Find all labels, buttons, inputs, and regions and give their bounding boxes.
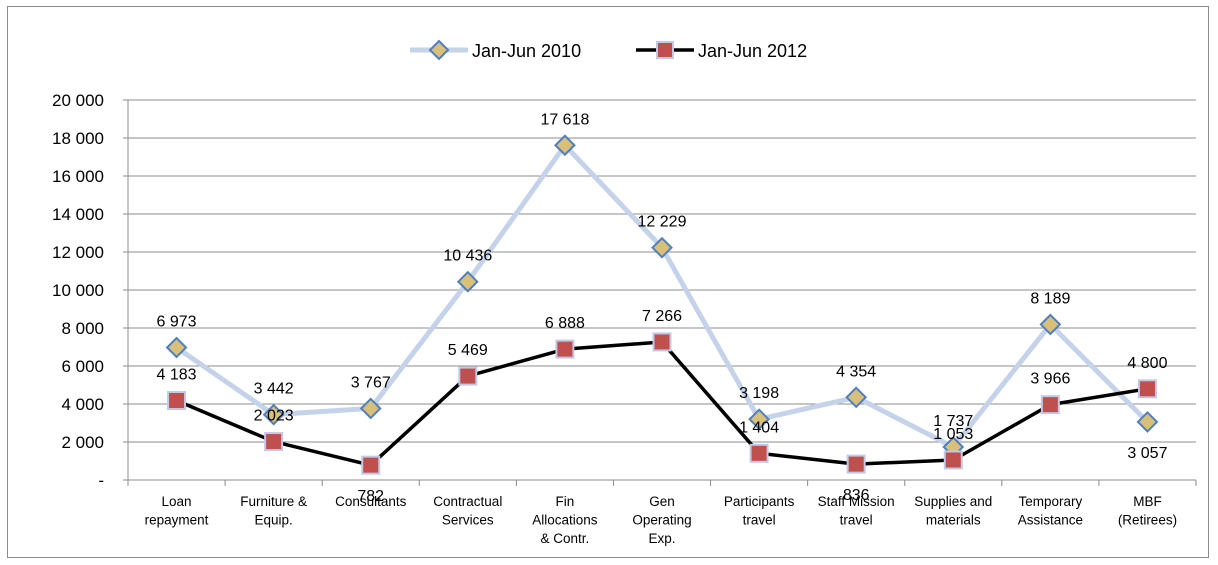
data-label: 6 888 [545, 315, 585, 332]
x-category-label: travel [840, 513, 873, 528]
data-label: 4 354 [836, 363, 876, 380]
data-point-series-2 [652, 332, 672, 352]
x-category-label: Participants [724, 494, 795, 509]
x-category-label: Allocations [532, 513, 598, 528]
data-label: 1 404 [739, 419, 779, 436]
data-point-series-2 [1137, 379, 1157, 399]
x-category-label: Consultants [335, 494, 407, 509]
y-tick-label: 20 000 [52, 91, 104, 110]
data-label: 3 966 [1030, 371, 1070, 388]
data-label: 10 436 [443, 248, 492, 265]
x-category-label: & Contr. [541, 531, 590, 546]
data-label: 4 183 [157, 367, 197, 384]
legend-label: Jan-Jun 2012 [698, 41, 807, 61]
data-label: 7 266 [642, 308, 682, 325]
data-label: 6 973 [157, 314, 197, 331]
y-tick-label: 8 000 [61, 319, 104, 338]
data-label: 4 800 [1127, 355, 1167, 372]
data-point-series-2 [458, 366, 478, 386]
data-point-series-1 [165, 336, 188, 359]
y-tick-label: 10 000 [52, 281, 104, 300]
data-label: 12 229 [638, 214, 687, 231]
data-point-series-1 [651, 236, 673, 259]
data-point-series-2 [264, 432, 284, 452]
data-label: 2 023 [254, 408, 294, 425]
data-point-series-2 [361, 455, 381, 475]
x-category-label: Assistance [1018, 513, 1083, 528]
x-category-label: MBF [1133, 494, 1162, 509]
x-category-label: Temporary [1018, 494, 1082, 509]
data-label: 1 737 [933, 413, 973, 430]
x-category-label: (Retirees) [1118, 513, 1177, 528]
legend-marker [656, 41, 674, 59]
data-point-series-1 [456, 270, 479, 293]
x-category-label: Equip. [254, 513, 292, 528]
data-label: 836 [843, 487, 870, 504]
data-point-series-1 [262, 403, 285, 426]
data-point-series-2 [943, 450, 963, 470]
x-category-label: Supplies and [914, 494, 992, 509]
data-label: 8 189 [1030, 290, 1070, 307]
y-tick-label: 4 000 [61, 395, 104, 414]
x-category-label: Services [442, 513, 494, 528]
x-category-label: materials [926, 513, 981, 528]
x-category-label: Staff Mission [818, 494, 895, 509]
legend-label: Jan-Jun 2010 [472, 41, 581, 61]
y-tick-label: 18 000 [52, 129, 104, 148]
legend-marker [428, 39, 450, 61]
chart-frame [7, 6, 1209, 558]
x-category-label: Loan [162, 494, 192, 509]
data-point-series-1 [359, 397, 382, 420]
y-tick-label: - [98, 471, 104, 490]
series-line-1 [175, 142, 1150, 450]
y-tick-label: 16 000 [52, 167, 104, 186]
x-category-label: Furniture & [240, 494, 307, 509]
data-point-series-1 [748, 408, 771, 431]
data-point-series-1 [1039, 313, 1062, 336]
x-category-label: Contractual [433, 494, 502, 509]
x-category-label: Gen [649, 494, 675, 509]
data-label: 782 [357, 488, 384, 505]
x-category-label: Fin [556, 494, 575, 509]
x-category-label: Operating [632, 513, 691, 528]
data-point-series-2 [555, 339, 575, 359]
data-label: 3 198 [739, 385, 779, 402]
data-label: 5 469 [448, 342, 488, 359]
data-point-series-1 [845, 386, 868, 409]
x-category-label: travel [743, 513, 776, 528]
data-point-series-2 [846, 454, 866, 474]
data-point-series-1 [1136, 411, 1159, 433]
y-tick-label: 12 000 [52, 243, 104, 262]
data-point-series-1 [553, 134, 576, 157]
data-label: 17 618 [540, 111, 589, 128]
y-tick-label: 14 000 [52, 205, 104, 224]
data-label: 3 442 [254, 381, 294, 398]
y-tick-label: 6 000 [61, 357, 104, 376]
x-category-label: repayment [145, 513, 209, 528]
data-label: 1 053 [933, 426, 973, 443]
data-point-series-2 [1040, 395, 1060, 415]
y-tick-label: 2 000 [61, 433, 104, 452]
data-label: 3 767 [351, 374, 391, 391]
data-point-series-2 [167, 391, 187, 411]
data-label: 3 057 [1127, 445, 1167, 462]
data-point-series-2 [749, 443, 769, 463]
x-category-label: Exp. [648, 531, 675, 546]
